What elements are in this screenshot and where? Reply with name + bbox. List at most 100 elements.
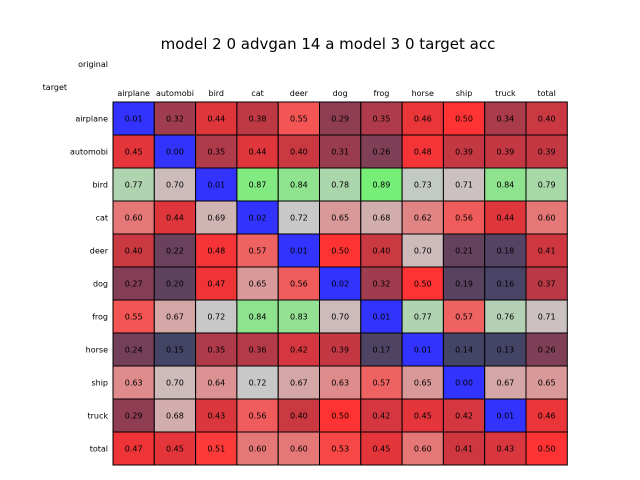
cell-value-label: 0.42 xyxy=(290,346,308,355)
column-label: deer xyxy=(290,89,309,98)
column-label: dog xyxy=(333,89,348,98)
cell-value-label: 0.38 xyxy=(249,115,267,124)
cell-value-label: 0.43 xyxy=(207,412,225,421)
cell-value-label: 0.39 xyxy=(496,148,514,157)
heatmap-cell xyxy=(112,101,155,136)
row-label: cat xyxy=(96,214,108,223)
heatmap-cell xyxy=(153,431,197,466)
cell-value-label: 0.22 xyxy=(166,247,184,256)
cell-value-label: 0.26 xyxy=(373,148,391,157)
cell-value-label: 0.46 xyxy=(414,115,432,124)
heatmap-cell xyxy=(360,332,403,367)
cell-value-label: 0.31 xyxy=(331,148,349,157)
cell-value-label: 0.35 xyxy=(207,346,225,355)
heatmap-cell xyxy=(401,398,444,433)
cell-value-label: 0.51 xyxy=(207,445,225,454)
cell-value-label: 0.01 xyxy=(496,412,514,421)
cell-value-label: 0.42 xyxy=(373,412,391,421)
cell-value-label: 0.02 xyxy=(331,280,349,289)
cell-value-label: 0.41 xyxy=(538,247,556,256)
heatmap-cell xyxy=(484,365,527,400)
row-label: airplane xyxy=(75,115,108,124)
heatmap-cell xyxy=(319,101,362,136)
cell-value-label: 0.50 xyxy=(331,412,349,421)
heatmap-cell xyxy=(277,233,321,268)
cell-value-label: 0.35 xyxy=(207,148,225,157)
cell-value-label: 0.32 xyxy=(166,115,184,124)
row-label: automobi xyxy=(70,148,108,157)
heatmap-cell xyxy=(195,233,238,268)
cell-value-label: 0.60 xyxy=(414,445,432,454)
cell-value-label: 0.68 xyxy=(166,412,184,421)
cell-value-label: 0.55 xyxy=(125,313,143,322)
row-label: horse xyxy=(86,346,108,355)
column-label: truck xyxy=(495,89,516,98)
cell-value-label: 0.60 xyxy=(538,214,556,223)
cell-value-label: 0.40 xyxy=(290,148,308,157)
cell-value-label: 0.47 xyxy=(207,280,225,289)
heatmap-cell xyxy=(484,101,527,136)
heatmap-cell xyxy=(401,365,444,400)
cell-value-label: 0.19 xyxy=(455,280,473,289)
cell-value-label: 0.34 xyxy=(496,115,514,124)
cell-value-label: 0.84 xyxy=(290,181,308,190)
cell-value-label: 0.02 xyxy=(249,214,267,223)
cell-value-label: 0.57 xyxy=(373,379,391,388)
heatmap-cell xyxy=(195,365,238,400)
heatmap-cell xyxy=(484,431,527,466)
heatmap-cell xyxy=(319,134,362,169)
heatmap-cell xyxy=(484,233,527,268)
cell-value-label: 0.84 xyxy=(496,181,514,190)
heatmap-cell xyxy=(277,431,321,466)
cell-value-label: 0.72 xyxy=(207,313,225,322)
cell-value-label: 0.17 xyxy=(373,346,391,355)
heatmap-cell xyxy=(442,233,486,268)
cell-value-label: 0.39 xyxy=(331,346,349,355)
heatmap-cell xyxy=(319,266,362,301)
cell-value-label: 0.48 xyxy=(207,247,225,256)
cell-value-label: 0.50 xyxy=(414,280,432,289)
heatmap-cell xyxy=(195,134,238,169)
heatmap-cell xyxy=(236,398,279,433)
cell-value-label: 0.39 xyxy=(455,148,473,157)
heatmap-cell xyxy=(442,266,486,301)
cell-value-label: 0.69 xyxy=(207,214,225,223)
heatmap-cell xyxy=(525,167,568,202)
cell-value-label: 0.50 xyxy=(331,247,349,256)
heatmap-cell xyxy=(236,299,279,334)
row-axis-label: original xyxy=(78,60,108,69)
cell-value-label: 0.79 xyxy=(538,181,556,190)
cell-value-label: 0.67 xyxy=(166,313,184,322)
cell-value-label: 0.35 xyxy=(373,115,391,124)
row-label: truck xyxy=(87,412,108,421)
heatmap-cell xyxy=(442,299,486,334)
cell-value-label: 0.70 xyxy=(166,379,184,388)
heatmap-cell xyxy=(236,332,279,367)
cell-value-label: 0.50 xyxy=(538,445,556,454)
heatmap-cell xyxy=(277,398,321,433)
heatmap-cell xyxy=(360,233,403,268)
heatmap-cell xyxy=(442,200,486,235)
heatmap-cell xyxy=(525,332,568,367)
heatmap-cell xyxy=(112,431,155,466)
heatmap-cell xyxy=(442,365,486,400)
cell-value-label: 0.65 xyxy=(331,214,349,223)
heatmap-cell xyxy=(319,167,362,202)
row-label: dog xyxy=(93,280,108,289)
cell-value-label: 0.70 xyxy=(331,313,349,322)
cell-value-label: 0.16 xyxy=(496,280,514,289)
cell-value-label: 0.72 xyxy=(249,379,267,388)
column-label: total xyxy=(538,89,556,98)
column-label: bird xyxy=(208,89,224,98)
cell-value-label: 0.57 xyxy=(455,313,473,322)
heatmap-cell xyxy=(401,431,444,466)
row-label: frog xyxy=(92,313,108,322)
cell-value-label: 0.01 xyxy=(373,313,391,322)
cell-value-label: 0.45 xyxy=(166,445,184,454)
cell-value-label: 0.78 xyxy=(331,181,349,190)
heatmap-cell xyxy=(112,266,155,301)
cell-value-label: 0.01 xyxy=(207,181,225,190)
heatmap-cell xyxy=(525,200,568,235)
cell-value-label: 0.70 xyxy=(166,181,184,190)
cell-value-label: 0.72 xyxy=(290,214,308,223)
